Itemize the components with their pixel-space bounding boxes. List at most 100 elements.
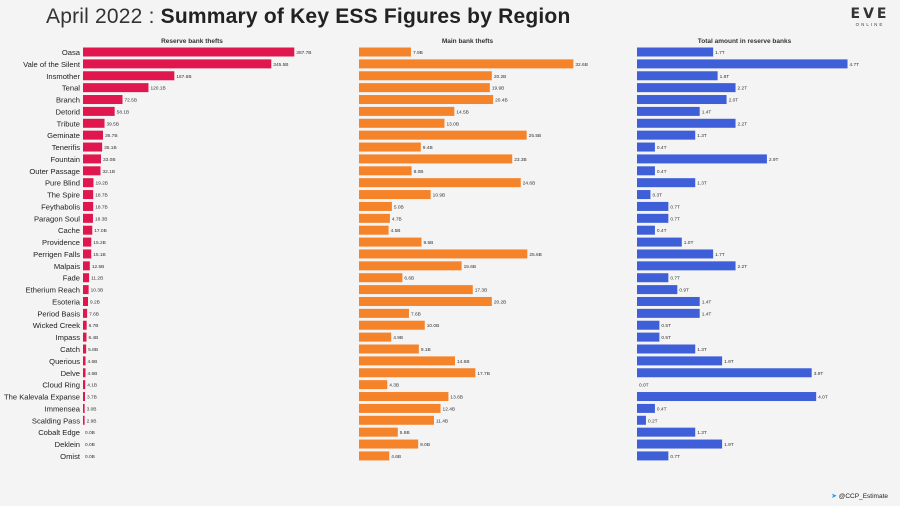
data-label: 58.1B	[117, 109, 130, 115]
category-label: Tribute	[57, 119, 80, 128]
bar	[637, 190, 651, 200]
data-label: 25.5B	[529, 133, 542, 139]
bar	[83, 237, 92, 247]
category-label: Esoteria	[52, 297, 81, 306]
data-label: 2.2T	[738, 121, 748, 127]
data-label: 17.0B	[94, 228, 107, 234]
bar	[637, 403, 655, 413]
bar	[637, 47, 714, 57]
data-label: 3.9T	[814, 371, 824, 377]
data-label: 4.7T	[850, 62, 860, 68]
category-label: Providence	[42, 238, 80, 247]
bar	[359, 237, 422, 247]
data-label: 2.9T	[769, 157, 779, 163]
data-label: 23.3B	[514, 157, 527, 163]
bar	[359, 59, 574, 69]
data-label: 0.0B	[85, 430, 95, 436]
bar	[637, 392, 817, 402]
bar	[359, 320, 425, 330]
bar	[637, 154, 767, 164]
bar	[83, 166, 101, 176]
data-label: 0.0T	[639, 383, 649, 389]
category-label: Deklein	[55, 440, 80, 449]
data-label: 0.4T	[657, 169, 667, 175]
data-label: 1.4T	[702, 311, 712, 317]
bar	[83, 59, 272, 69]
bar	[83, 154, 101, 164]
data-label: 2.0T	[729, 98, 739, 104]
bar	[83, 392, 86, 402]
data-label: 4.6B	[391, 454, 401, 460]
category-label: Feythabolis	[41, 202, 80, 211]
bar	[359, 285, 473, 295]
data-label: 0.2T	[648, 418, 658, 424]
bar	[83, 380, 86, 390]
data-label: 10.9B	[433, 193, 446, 199]
data-label: 120.1B	[150, 86, 165, 92]
bar	[83, 320, 87, 330]
data-label: 32.6B	[575, 62, 588, 68]
bar	[83, 356, 86, 366]
bar	[359, 47, 411, 57]
bar	[359, 201, 392, 211]
bar	[359, 130, 527, 140]
data-label: 387.7B	[296, 50, 311, 56]
bar	[637, 308, 700, 318]
data-label: 345.5B	[273, 62, 288, 68]
bar	[83, 249, 92, 259]
data-label: 1.3T	[697, 181, 707, 187]
data-label: 12.4B	[443, 406, 456, 412]
category-label: Paragon Soul	[34, 214, 80, 223]
category-label: Immensea	[45, 404, 81, 413]
data-label: 20.2B	[494, 74, 507, 80]
data-label: 25.6B	[529, 252, 542, 258]
bar	[637, 249, 714, 259]
bar	[359, 392, 449, 402]
data-label: 1.7T	[715, 252, 725, 258]
data-label: 1.3T	[697, 133, 707, 139]
data-label: 19.2B	[95, 181, 108, 187]
category-label: Perrigen Falls	[33, 250, 80, 259]
data-label: 1.3T	[697, 430, 707, 436]
bar	[359, 142, 421, 152]
data-label: 13.0B	[446, 121, 459, 127]
data-label: 14.6B	[457, 359, 470, 365]
data-label: 0.9T	[679, 288, 689, 294]
data-label: 0.5T	[661, 335, 671, 341]
data-label: 0.0B	[85, 454, 95, 460]
bar	[83, 296, 89, 306]
data-label: 14.5B	[456, 109, 469, 115]
bar	[637, 166, 655, 176]
bar	[83, 47, 295, 57]
bar	[359, 332, 392, 342]
bar	[83, 344, 87, 354]
bar	[83, 308, 88, 318]
bar	[359, 95, 494, 105]
data-label: 9.2B	[90, 299, 100, 305]
category-label: Impass	[56, 333, 81, 342]
data-label: 1.9T	[724, 442, 734, 448]
data-label: 24.6B	[523, 181, 536, 187]
bar	[637, 451, 669, 461]
bar	[637, 332, 660, 342]
bar	[359, 368, 476, 378]
data-label: 12.5B	[92, 264, 105, 270]
data-label: 4.7B	[392, 216, 402, 222]
chart-title-date: April 2022 :	[46, 5, 161, 28]
data-label: 1.3T	[697, 347, 707, 353]
data-label: 0.4T	[657, 228, 667, 234]
panel-title: Reserve bank thefts	[161, 38, 223, 45]
bar	[83, 130, 104, 140]
category-label: Vale of the Silent	[23, 60, 81, 69]
bar	[637, 415, 646, 425]
category-label: The Kalevala Expanse	[4, 393, 80, 402]
bar	[359, 118, 445, 128]
data-label: 5.0B	[394, 204, 404, 210]
data-label: 1.7T	[715, 50, 725, 56]
bar	[83, 190, 94, 200]
data-label: 15.1B	[93, 252, 106, 258]
data-label: 3.0B	[87, 406, 97, 412]
logo-main-text: EVE	[850, 6, 890, 22]
credit: ➤ @CCP_Estimate	[831, 492, 888, 500]
bar	[359, 403, 441, 413]
